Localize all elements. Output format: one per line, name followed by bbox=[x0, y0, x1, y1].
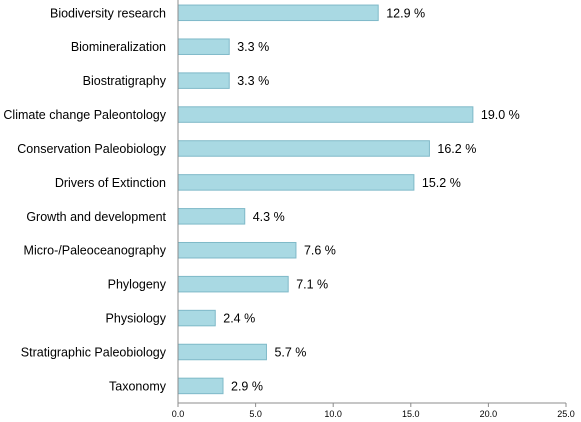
value-label: 3.3 % bbox=[237, 74, 269, 88]
value-label: 12.9 % bbox=[386, 6, 425, 20]
category-label: Conservation Paleobiology bbox=[17, 142, 166, 156]
x-tick-label: 15.0 bbox=[402, 409, 420, 419]
x-tick-label: 5.0 bbox=[249, 409, 262, 419]
bar bbox=[177, 309, 216, 327]
category-label: Biodiversity research bbox=[50, 6, 166, 20]
bar bbox=[177, 72, 230, 89]
value-label: 7.6 % bbox=[304, 244, 336, 258]
bars-group bbox=[177, 4, 474, 395]
value-label: 5.7 % bbox=[274, 346, 306, 360]
bar bbox=[177, 208, 246, 225]
category-label: Biostratigraphy bbox=[83, 74, 167, 88]
category-label: Climate change Paleontology bbox=[3, 108, 166, 122]
bar bbox=[177, 38, 230, 55]
bar bbox=[177, 343, 267, 361]
category-label: Growth and development bbox=[26, 210, 166, 224]
value-label: 19.0 % bbox=[481, 108, 520, 122]
category-labels-group: Biodiversity research Biomineralization Bi… bbox=[3, 6, 166, 393]
x-tick-label: 0.0 bbox=[172, 409, 185, 419]
bar bbox=[177, 241, 297, 259]
category-label: Biomineralization bbox=[71, 40, 166, 54]
category-label: Stratigraphic Paleobiology bbox=[21, 346, 167, 360]
bar bbox=[177, 377, 224, 395]
category-label: Phylogeny bbox=[108, 278, 167, 292]
x-tick-label: 25.0 bbox=[557, 409, 575, 419]
x-tick-label: 20.0 bbox=[480, 409, 498, 419]
bar bbox=[177, 275, 289, 293]
category-label: Drivers of Extinction bbox=[55, 176, 166, 190]
value-label: 3.3 % bbox=[237, 40, 269, 54]
category-label: Physiology bbox=[106, 312, 167, 326]
bar bbox=[177, 106, 474, 123]
x-ticks-group: 0.0 5.0 10.0 15.0 20.0 25.0 bbox=[172, 403, 575, 419]
category-label: Micro-/Paleoceanography bbox=[24, 244, 167, 258]
category-label: Taxonomy bbox=[109, 379, 167, 393]
value-label: 15.2 % bbox=[422, 176, 461, 190]
value-label: 7.1 % bbox=[296, 278, 328, 292]
value-label: 4.3 % bbox=[253, 210, 285, 224]
value-labels-group: 12.9 % 3.3 % 3.3 % 19.0 % 16.2 % 15.2 % 4.3 % 7… bbox=[223, 6, 520, 393]
value-label: 2.4 % bbox=[223, 312, 255, 326]
value-label: 2.9 % bbox=[231, 379, 263, 393]
bar bbox=[177, 140, 430, 157]
value-label: 16.2 % bbox=[437, 142, 476, 156]
bar bbox=[177, 174, 415, 191]
x-tick-label: 10.0 bbox=[324, 409, 342, 419]
bar bbox=[177, 4, 379, 22]
